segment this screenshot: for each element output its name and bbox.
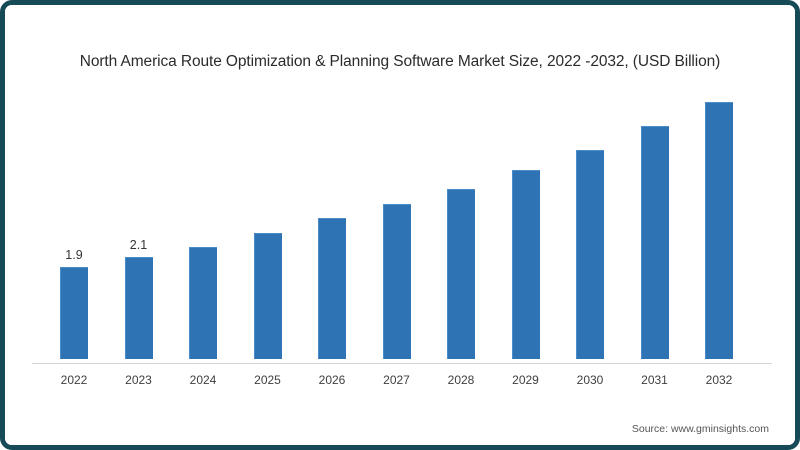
bar[interactable] [576, 150, 604, 359]
x-axis-tick-label: 2032 [705, 373, 733, 387]
bar[interactable] [447, 189, 475, 359]
bar-group: 2031 [640, 5, 669, 445]
bar-group: 2.1 2023 [124, 5, 153, 445]
bar[interactable] [511, 169, 540, 359]
x-axis-tick-label: 2025 [254, 373, 281, 387]
bar[interactable] [124, 257, 153, 359]
x-axis-tick-label: 2028 [447, 373, 475, 387]
x-axis-tick-label: 2022 [60, 373, 88, 387]
chart-inner-panel: North America Route Optimization & Plann… [5, 5, 795, 445]
x-axis-tick-label: 2031 [641, 373, 668, 387]
bar[interactable] [189, 247, 217, 359]
bar[interactable] [60, 266, 88, 359]
bar-group: 2025 [253, 5, 282, 445]
bar-group: 2029 [511, 5, 540, 445]
bar-group: 2030 [576, 5, 604, 445]
bar[interactable] [382, 203, 411, 359]
bar[interactable] [318, 218, 346, 359]
x-axis-tick-label: 2024 [189, 373, 217, 387]
bar[interactable] [705, 101, 733, 359]
bar-group: 2028 [447, 5, 475, 445]
x-axis-tick-label: 2023 [125, 373, 152, 387]
bar-group: 2024 [189, 5, 217, 445]
x-axis-line [32, 363, 772, 364]
source-note: Source: www.gminsights.com [631, 423, 769, 435]
bar-group: 2027 [382, 5, 411, 445]
x-axis-tick-label: 2029 [512, 373, 539, 387]
bar-value-label: 1.9 [65, 247, 83, 262]
chart-title: North America Route Optimization & Plann… [79, 53, 721, 70]
bar-group: 2026 [318, 5, 346, 445]
bar-group: 2032 [705, 5, 733, 445]
x-axis-tick-label: 2027 [383, 373, 410, 387]
bar[interactable] [253, 232, 282, 359]
x-axis-tick-label: 2030 [576, 373, 604, 387]
plot-area: 1.9 2022 2.1 2023 2024 2025 2026 2027 2028 2029 20… [5, 5, 795, 445]
bar-value-label: 2.1 [129, 238, 148, 252]
bar-group: 1.9 2022 [60, 5, 88, 445]
bar[interactable] [640, 125, 669, 359]
x-axis-tick-label: 2026 [318, 373, 346, 387]
